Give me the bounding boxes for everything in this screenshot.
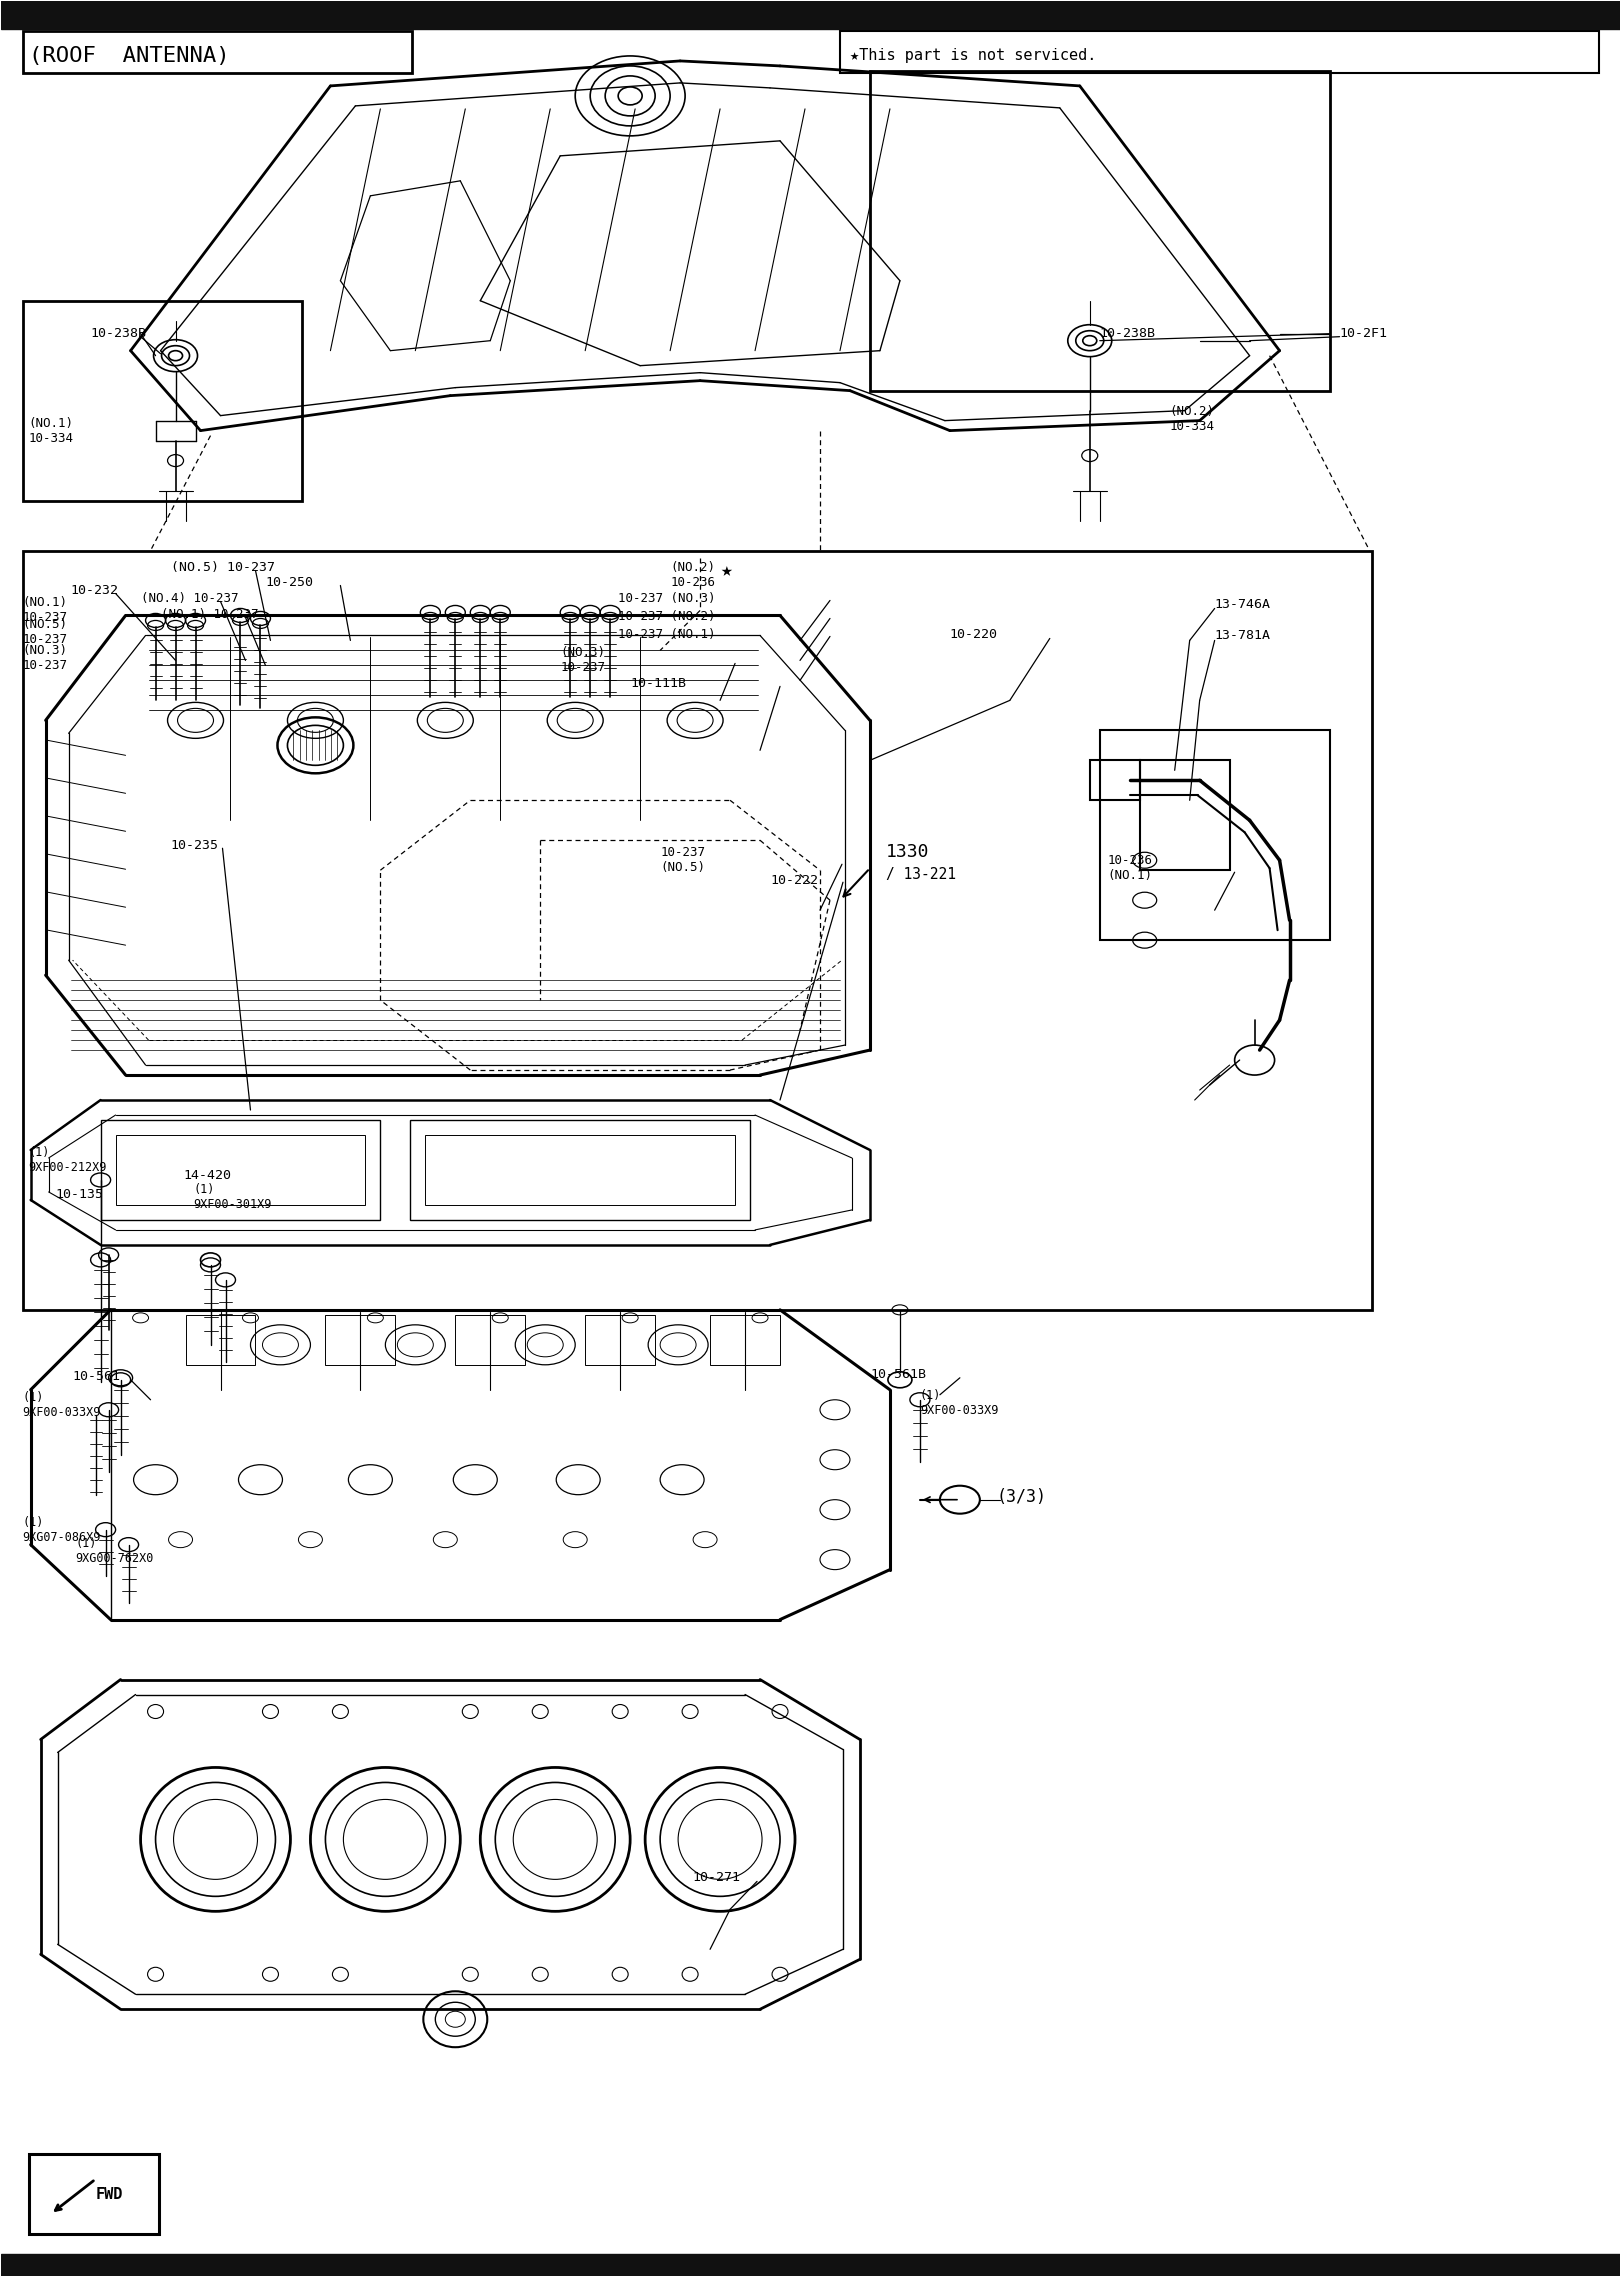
- Bar: [1099, 731, 1329, 940]
- Text: (1)
9XG07-086X9: (1) 9XG07-086X9: [23, 1516, 101, 1544]
- Bar: [101, 1120, 381, 1220]
- Bar: [23, 551, 1371, 1309]
- Text: ★This part is not serviced.: ★This part is not serviced.: [849, 48, 1096, 64]
- Text: (NO.2)
10-236: (NO.2) 10-236: [669, 562, 715, 590]
- Text: 10-111B: 10-111B: [631, 676, 686, 690]
- Text: (NO.5) 10-237: (NO.5) 10-237: [170, 560, 274, 574]
- Text: 10-237 (NO.3): 10-237 (NO.3): [618, 592, 715, 606]
- Text: / 13-221: / 13-221: [887, 868, 956, 881]
- Bar: [710, 1314, 780, 1364]
- Text: (1)
9XF00-301X9: (1) 9XF00-301X9: [193, 1184, 272, 1211]
- Text: 13-746A: 13-746A: [1214, 599, 1271, 610]
- Text: 10-561B: 10-561B: [870, 1368, 926, 1382]
- Text: 10-235: 10-235: [170, 838, 219, 852]
- Text: (NO.1)
10-334: (NO.1) 10-334: [29, 417, 73, 444]
- Text: 10-236
(NO.1): 10-236 (NO.1): [1107, 854, 1153, 881]
- Bar: [870, 71, 1329, 392]
- Text: (1)
9XF00-212X9: (1) 9XF00-212X9: [29, 1145, 107, 1175]
- Text: 10-222: 10-222: [770, 874, 819, 886]
- Text: (NO.5)
10-237: (NO.5) 10-237: [23, 619, 68, 647]
- Bar: [23, 301, 303, 501]
- Text: (NO.1) 10-237: (NO.1) 10-237: [160, 608, 258, 622]
- Bar: [1089, 761, 1140, 799]
- Text: 10-237 (NO.1): 10-237 (NO.1): [618, 628, 715, 640]
- Text: 10-271: 10-271: [692, 1872, 741, 1883]
- Bar: [0, 0, 1621, 30]
- Bar: [0, 2254, 1621, 2277]
- Text: 10-135: 10-135: [55, 1189, 104, 1202]
- Bar: [425, 1134, 734, 1205]
- Bar: [585, 1314, 655, 1364]
- Bar: [456, 1314, 525, 1364]
- Text: (ROOF  ANTENNA): (ROOF ANTENNA): [29, 46, 229, 66]
- Text: 10-250: 10-250: [266, 576, 313, 590]
- Text: (1)
9XG00-762X0: (1) 9XG00-762X0: [76, 1537, 154, 1564]
- Bar: [115, 1134, 365, 1205]
- Text: (1)
9XF00-033X9: (1) 9XF00-033X9: [919, 1389, 999, 1416]
- Bar: [185, 1314, 256, 1364]
- Bar: [29, 2154, 159, 2234]
- Text: 10-561: 10-561: [73, 1371, 120, 1384]
- Text: (3/3): (3/3): [997, 1487, 1047, 1505]
- Text: (NO.4) 10-237: (NO.4) 10-237: [141, 592, 238, 606]
- Text: 10-237
(NO.5): 10-237 (NO.5): [660, 847, 705, 874]
- Bar: [1140, 761, 1230, 870]
- Text: 10-237 (NO.2): 10-237 (NO.2): [618, 610, 715, 624]
- Text: 10-220: 10-220: [950, 628, 999, 640]
- Text: 1330: 1330: [887, 842, 929, 861]
- Text: (NO.3)
10-237: (NO.3) 10-237: [23, 644, 68, 672]
- Text: 10-2F1: 10-2F1: [1339, 328, 1388, 339]
- Text: (NO.3)
10-237: (NO.3) 10-237: [561, 647, 605, 674]
- Text: 14-420: 14-420: [183, 1170, 232, 1182]
- Bar: [326, 1314, 396, 1364]
- Text: ★: ★: [720, 560, 731, 581]
- Text: 13-781A: 13-781A: [1214, 628, 1271, 642]
- Text: 10-238B: 10-238B: [1099, 328, 1156, 339]
- Text: (NO.2)
10-334: (NO.2) 10-334: [1170, 405, 1214, 433]
- Bar: [23, 32, 412, 73]
- Text: (1)
9XF00-033X9: (1) 9XF00-033X9: [23, 1391, 101, 1419]
- Bar: [840, 32, 1600, 73]
- Text: (NO.1)
10-237: (NO.1) 10-237: [23, 597, 68, 624]
- Bar: [410, 1120, 751, 1220]
- Text: 10-238B: 10-238B: [91, 328, 146, 339]
- Text: FWD: FWD: [96, 2186, 123, 2202]
- Text: 10-232: 10-232: [71, 583, 118, 597]
